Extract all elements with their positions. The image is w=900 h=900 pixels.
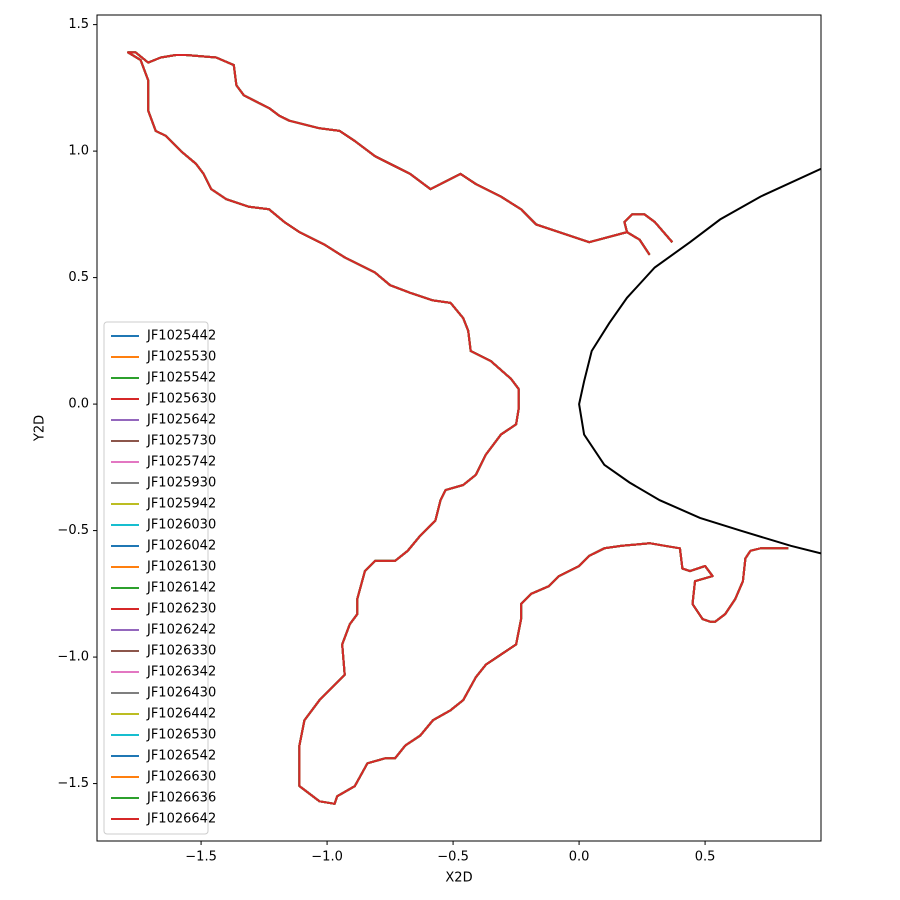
x-tick-label: 0.5	[695, 850, 716, 865]
legend-label: JF1026630	[146, 770, 216, 785]
axes-frame	[96, 14, 822, 842]
x-tick-label: −0.5	[437, 850, 469, 865]
legend-label: JF1026242	[146, 623, 216, 638]
series-line	[127, 51, 789, 805]
legend-box	[103, 321, 209, 835]
legend-label: JF1025542	[146, 371, 216, 386]
legend-label: JF1026030	[146, 518, 216, 533]
legend-label: JF1025930	[146, 476, 216, 491]
legend-label: JF1026636	[146, 791, 216, 806]
y-tick-label: 1.0	[68, 144, 89, 159]
legend-label: JF1026530	[146, 728, 216, 743]
x-tick-label: −1.5	[185, 850, 217, 865]
legend-label: JF1026442	[146, 707, 216, 722]
x-axis-label: X2D	[445, 871, 472, 886]
y-tick-label: 0.5	[68, 270, 89, 285]
legend-label: JF1026130	[146, 560, 216, 575]
x-tick-label: −1.0	[311, 850, 343, 865]
y-axis-label: Y2D	[33, 415, 48, 442]
legend-label: JF1026342	[146, 665, 216, 680]
y-tick-label: −1.0	[57, 650, 89, 665]
y-tick-label: 1.5	[68, 17, 89, 32]
legend-label: JF1026542	[146, 749, 216, 764]
plot-area	[127, 51, 821, 805]
legend-label: JF1026230	[146, 602, 216, 617]
legend-label: JF1026642	[146, 812, 216, 827]
y-tick-label: −0.5	[57, 523, 89, 538]
legend-label: JF1025442	[146, 329, 216, 344]
legend-label: JF1025642	[146, 413, 216, 428]
legend: JF1025442 JF1025530 JF1025542 JF1025630 JF10…	[103, 321, 216, 835]
legend-label: JF1025530	[146, 350, 216, 365]
legend-label: JF1026042	[146, 539, 216, 554]
legend-label: JF1026430	[146, 686, 216, 701]
legend-label: JF1025742	[146, 455, 216, 470]
legend-label: JF1026330	[146, 644, 216, 659]
axes: −1.5 −1.0 −0.5 0.0 0.5 −1.5 −1.0 −0.5 0.0 0.5 1.0 1…	[57, 17, 715, 864]
y-tick-label: 0.0	[68, 397, 89, 412]
legend-label: JF1025630	[146, 392, 216, 407]
y-tick-label: −1.5	[57, 776, 89, 791]
x-tick-label: 0.0	[569, 850, 590, 865]
boundary-line	[578, 167, 821, 555]
legend-label: JF1025730	[146, 434, 216, 449]
legend-label: JF1026142	[146, 581, 216, 596]
legend-label: JF1025942	[146, 497, 216, 512]
